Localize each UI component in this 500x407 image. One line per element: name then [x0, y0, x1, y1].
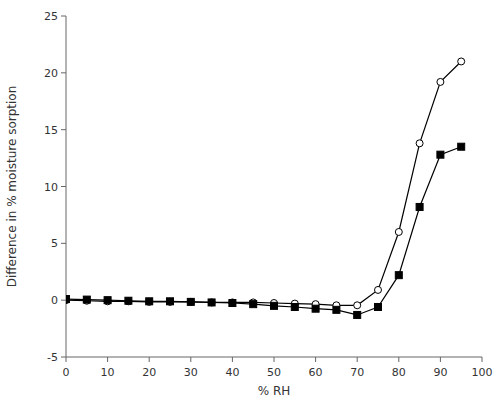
marker-circle — [354, 302, 361, 309]
marker-square — [229, 300, 236, 307]
x-tick-label: 70 — [350, 366, 364, 379]
marker-circle — [458, 58, 465, 65]
marker-square — [375, 303, 382, 310]
chart-container: 0 10 20 30 40 50 60 70 80 90 100 -5 0 5 10 15 20 25 % RH Di… — [0, 0, 500, 407]
series-line — [66, 61, 461, 305]
marker-square — [333, 306, 340, 313]
marker-circle — [395, 228, 402, 235]
y-tick — [61, 357, 66, 358]
marker-square — [83, 296, 90, 303]
marker-square — [395, 272, 402, 279]
marker-square — [125, 297, 132, 304]
marker-circle — [167, 298, 174, 305]
marker-square — [208, 299, 215, 306]
x-tick-label: 40 — [225, 366, 239, 379]
x-tick-label: 20 — [142, 366, 156, 379]
marker-circle — [375, 286, 382, 293]
y-axis-label: Difference in % moisture sorption — [5, 86, 19, 288]
marker-square — [437, 151, 444, 158]
y-tick-label: 0 — [51, 294, 58, 307]
series — [66, 58, 465, 309]
y-tick-label: -5 — [47, 351, 58, 364]
x-axis-label: % RH — [258, 384, 291, 398]
marker-circle — [208, 299, 215, 306]
x-tick — [274, 357, 275, 362]
x-tick-label: 0 — [63, 366, 70, 379]
marker-square — [458, 143, 465, 150]
marker-square — [146, 298, 153, 305]
marker-square — [104, 297, 111, 304]
marker-square — [271, 302, 278, 309]
chart-svg: 0 10 20 30 40 50 60 70 80 90 100 -5 0 5 10 15 20 25 % RH Di… — [0, 0, 500, 407]
marker-square — [416, 203, 423, 210]
y-tick — [61, 243, 66, 244]
marker-circle — [187, 298, 194, 305]
x-tick-label: 60 — [309, 366, 323, 379]
marker-circle — [437, 78, 444, 85]
x-tick — [357, 357, 358, 362]
x-tick-label: 90 — [433, 366, 447, 379]
y-tick — [61, 300, 66, 301]
y-tick-label: 25 — [44, 10, 58, 23]
x-tick — [66, 357, 67, 362]
x-tick-label: 50 — [267, 366, 281, 379]
series — [66, 143, 465, 318]
y-tick — [61, 16, 66, 17]
marker-square — [66, 296, 70, 303]
x-tick — [149, 357, 150, 362]
marker-square — [312, 305, 319, 312]
x-tick — [482, 357, 483, 362]
x-tick — [315, 357, 316, 362]
marker-square — [291, 303, 298, 310]
marker-circle — [229, 299, 236, 306]
x-tick-label: 30 — [184, 366, 198, 379]
x-tick-label: 10 — [101, 366, 115, 379]
axes: 0 10 20 30 40 50 60 70 80 90 100 -5 0 5 10 15 20 25 — [44, 10, 493, 379]
y-tick — [61, 186, 66, 187]
series-line — [66, 147, 461, 315]
x-tick — [107, 357, 108, 362]
x-tick — [398, 357, 399, 362]
y-tick — [61, 129, 66, 130]
marker-circle — [125, 298, 132, 305]
y-tick-label: 10 — [44, 181, 58, 194]
y-tick-label: 15 — [44, 124, 58, 137]
marker-circle — [146, 298, 153, 305]
x-tick — [440, 357, 441, 362]
x-tick-label: 100 — [472, 366, 493, 379]
x-tick — [190, 357, 191, 362]
x-tick — [232, 357, 233, 362]
marker-square — [250, 301, 257, 308]
marker-circle — [416, 140, 423, 147]
y-tick-label: 5 — [51, 237, 58, 250]
x-tick-label: 80 — [392, 366, 406, 379]
y-tick-label: 20 — [44, 67, 58, 80]
y-tick — [61, 72, 66, 73]
plot-area — [66, 58, 465, 318]
marker-square — [187, 298, 194, 305]
marker-square — [167, 298, 174, 305]
marker-square — [354, 311, 361, 318]
